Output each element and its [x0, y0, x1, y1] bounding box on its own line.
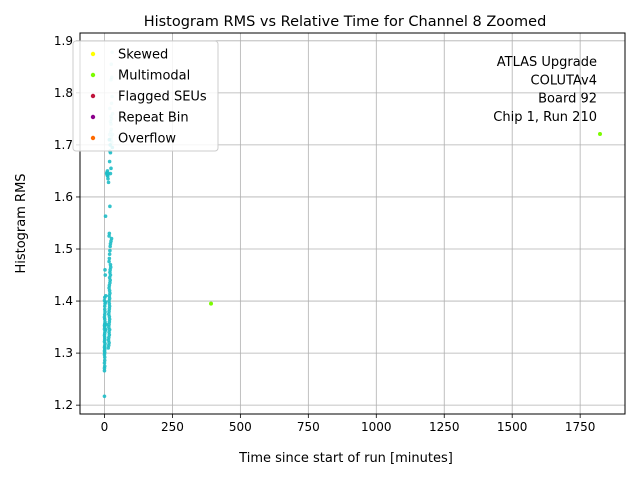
data-point	[107, 309, 111, 314]
legend: Skewed Multimodal Flagged SEUs Repeat Bin Ov…	[72, 40, 219, 152]
x-axis: 0 250 500 750 1000 1250 1500 1750	[101, 414, 596, 434]
data-point	[103, 268, 107, 272]
data-point	[107, 304, 112, 309]
y-tick-label: 1.6	[54, 190, 73, 204]
data-point	[107, 256, 112, 261]
legend-label: Overflow	[118, 132, 176, 147]
data-point	[107, 159, 112, 164]
data-point-multimodal	[597, 131, 602, 136]
y-tick-label: 1.5	[54, 242, 73, 256]
x-tick-label: 250	[161, 420, 184, 434]
annotation-line: Chip 1, Run 210	[493, 110, 597, 125]
data-point	[103, 300, 108, 304]
x-tick-label: 0	[101, 420, 109, 434]
chart-title: Histogram RMS vs Relative Time for Chann…	[144, 14, 547, 30]
legend-marker	[90, 51, 96, 57]
legend-marker	[90, 93, 96, 99]
x-tick-label: 500	[229, 420, 252, 434]
x-tick-label: 1000	[361, 420, 392, 434]
legend-label: Repeat Bin	[118, 111, 189, 126]
data-point	[102, 394, 107, 399]
data-point	[108, 150, 113, 155]
annotation-block: ATLAS Upgrade COLUTAv4 Board 92 Chip 1, Run…	[493, 55, 597, 125]
data-point	[108, 265, 113, 270]
data-point	[102, 312, 107, 317]
legend-box	[72, 40, 219, 152]
data-point	[107, 301, 112, 306]
grid	[80, 33, 625, 414]
data-point	[107, 234, 111, 238]
data-point	[107, 312, 111, 316]
legend-marker	[90, 72, 96, 78]
legend-label: Skewed	[118, 48, 168, 63]
data-point	[107, 343, 111, 348]
data-point	[107, 307, 112, 311]
data-point	[102, 368, 107, 373]
data-point	[109, 236, 114, 241]
y-tick-label: 1.8	[54, 86, 73, 100]
data-point	[102, 361, 107, 365]
annotation-line: ATLAS Upgrade	[497, 55, 597, 70]
legend-marker	[90, 114, 96, 120]
legend-marker	[90, 135, 96, 141]
data-point	[108, 291, 112, 296]
data-point	[107, 333, 112, 337]
data-point	[102, 315, 107, 319]
data-point	[107, 252, 112, 257]
annotation-line: COLUTAv4	[531, 73, 597, 88]
x-tick-label: 1250	[429, 420, 460, 434]
data-point	[103, 273, 108, 277]
legend-label: Flagged SEUs	[118, 90, 207, 105]
data-point	[102, 307, 107, 312]
data-point	[104, 322, 108, 327]
x-axis-label: Time since start of run [minutes]	[238, 451, 453, 466]
data-point	[106, 338, 111, 342]
x-tick-label: 750	[297, 420, 320, 434]
data-point	[109, 166, 113, 171]
data-point	[102, 355, 107, 360]
y-axis-label: Histogram RMS	[14, 173, 29, 273]
y-tick-label: 1.2	[54, 398, 73, 412]
data-point	[103, 214, 108, 219]
data-point	[107, 320, 112, 324]
data-point	[103, 310, 107, 314]
data-point	[107, 286, 111, 290]
data-point	[106, 176, 110, 181]
data-point-multimodal	[209, 301, 214, 306]
y-tick-label: 1.4	[54, 294, 73, 308]
data-point	[104, 327, 108, 332]
data-point	[102, 358, 107, 363]
plot-frame	[79, 32, 626, 415]
data-point	[108, 270, 112, 275]
y-tick-label: 1.7	[54, 138, 73, 152]
data-point	[104, 294, 108, 298]
data-point	[107, 317, 112, 322]
x-tick-label: 1500	[497, 420, 528, 434]
data-point	[102, 364, 107, 368]
annotation-line: Board 92	[538, 92, 597, 107]
data-point	[108, 248, 112, 253]
x-tick-label: 1750	[565, 420, 596, 434]
data-point	[108, 281, 112, 285]
legend-label: Multimodal	[118, 69, 190, 84]
data-point	[108, 171, 113, 176]
data-point	[107, 296, 112, 301]
y-tick-label: 1.9	[54, 34, 73, 48]
data-point	[108, 204, 112, 209]
data-point	[102, 304, 107, 309]
data-point	[107, 322, 111, 327]
data-point	[106, 180, 111, 185]
data-point	[108, 244, 112, 249]
data-point	[107, 325, 111, 329]
data-point	[107, 259, 111, 264]
data-point	[107, 231, 112, 236]
y-tick-label: 1.3	[54, 346, 73, 360]
data-point	[108, 262, 113, 267]
y-axis: 1.2 1.3 1.4 1.5 1.6 1.7 1.8 1.9	[54, 34, 80, 412]
